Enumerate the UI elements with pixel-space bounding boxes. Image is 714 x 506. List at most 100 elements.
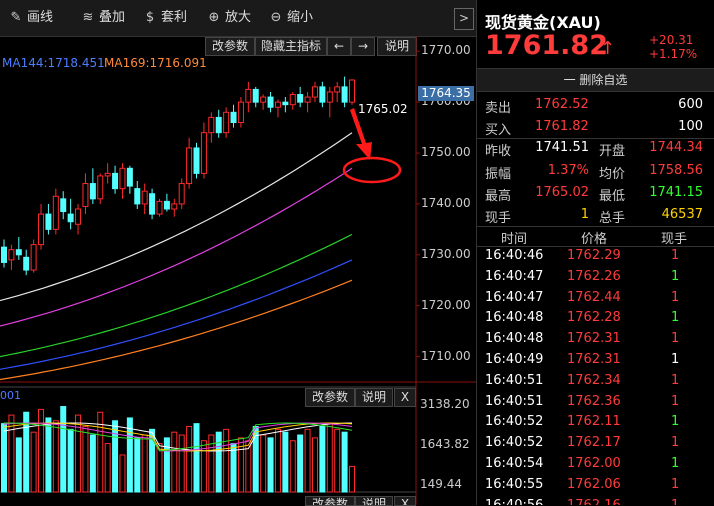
tick-price: 1762.17 — [567, 435, 621, 451]
sub-change-params-button[interactable]: 改参数 — [305, 388, 355, 407]
sub-indicator-line — [4, 422, 353, 452]
candle-body — [319, 86, 326, 103]
chart-toolbar: ✎ 画线 ≋ 叠加 $ 套利 ⊕ 放大 ⊖ 缩小 > — [0, 0, 476, 37]
change-params-button[interactable]: 改参数 — [205, 37, 255, 56]
candle-body — [38, 213, 45, 246]
candle-body — [15, 249, 22, 256]
volume-bar — [260, 434, 267, 493]
y-tick-label: 1710.00 — [421, 348, 471, 363]
zoom-in-button[interactable]: ⊕ 放大 — [206, 8, 251, 28]
arbitrage-button[interactable]: $ 套利 — [142, 8, 187, 28]
high-value: 1765.02 — [535, 185, 589, 200]
candle-body — [245, 88, 252, 103]
high-label: 最高 — [485, 189, 512, 204]
candle-body — [215, 116, 222, 134]
volume-bar — [274, 428, 281, 493]
scroll-left-button[interactable]: ← — [327, 37, 351, 56]
candle-body — [82, 183, 89, 207]
tick-time: 16:40:52 — [485, 414, 544, 430]
candle-body — [297, 94, 304, 103]
tick-row: 16:40:46 1762.29 1 — [477, 246, 714, 267]
volume-bar — [126, 417, 133, 493]
tick-time: 16:40:55 — [485, 476, 544, 492]
price-change-pct: +1.17% — [649, 47, 698, 61]
toolbar-more-button[interactable]: > — [454, 8, 474, 30]
volume-bar — [193, 423, 200, 493]
sub-y-tick-top: 3138.20 — [420, 397, 470, 411]
y-tick-label: 1740.00 — [421, 195, 471, 210]
tick-volume: 1 — [671, 372, 680, 388]
tick-time: 16:40:51 — [485, 393, 544, 409]
candle-body — [1, 246, 7, 263]
volume-bar — [97, 411, 104, 493]
candle-body — [8, 249, 15, 261]
divider — [477, 138, 714, 139]
ma-line — [0, 132, 353, 302]
candle-body — [186, 147, 193, 185]
hide-main-indicator-button[interactable]: 隐藏主指标 — [255, 37, 327, 56]
volume-bar — [171, 431, 178, 493]
cur-vol-label: 现手 — [485, 211, 512, 226]
tick-volume: 1 — [671, 331, 680, 347]
volume-bar — [89, 434, 96, 493]
candle-body — [134, 188, 141, 205]
candle-body — [112, 172, 119, 190]
candle-body — [126, 167, 133, 187]
overlay-button[interactable]: ≋ 叠加 — [80, 8, 125, 28]
volume-bar — [297, 434, 304, 493]
low-label: 最低 — [599, 189, 626, 204]
instrument-name: 现货黄金(XAU) — [485, 13, 601, 32]
tick-volume: 1 — [671, 414, 680, 430]
tick-price: 1762.31 — [567, 352, 621, 367]
price-change: +20.31 — [649, 33, 694, 47]
candle-body — [45, 213, 52, 230]
delete-favorite-button[interactable]: 一 删除自选 — [477, 69, 714, 92]
sub-close-button[interactable]: X — [394, 388, 416, 407]
zoom-out-button[interactable]: ⊖ 缩小 — [268, 8, 313, 28]
volume-bar — [186, 425, 193, 493]
sub-help-button[interactable]: 说明 — [355, 388, 393, 407]
pencil-icon: ✎ — [10, 10, 22, 25]
tick-time: 16:40:52 — [485, 435, 544, 451]
tick-volume: 1 — [671, 393, 680, 409]
quote-panel: 现货黄金(XAU) 1761.82 ↑ +20.31 +1.17% 一 删除自选… — [477, 0, 714, 505]
volume-bar — [104, 443, 111, 493]
candle-body — [341, 86, 348, 103]
tick-time: 16:40:48 — [485, 331, 544, 347]
volume-bar — [334, 428, 341, 493]
tick-volume: 1 — [671, 310, 680, 326]
up-arrow-icon: ↑ — [600, 38, 616, 59]
tick-row: 16:40:52 1762.17 1 — [477, 433, 714, 454]
high-annotation: 1765.02 — [358, 102, 408, 116]
tick-volume: 1 — [671, 476, 680, 492]
tick-row: 16:40:55 1762.06 1 — [477, 475, 714, 496]
tick-row: 16:40:48 1762.28 1 — [477, 308, 714, 329]
ma144-label: MA144:1718.451 — [2, 56, 105, 70]
ticks-list: 16:40:46 1762.29 1 16:40:47 1762.26 1 16:40:47… — [477, 246, 714, 505]
zoom-out-icon: ⊖ — [270, 10, 282, 25]
candle-body — [193, 147, 200, 174]
volume-bar — [349, 465, 355, 493]
candle-body — [349, 79, 355, 103]
y-tick-label: 1750.00 — [421, 145, 471, 160]
database-icon: ≋ — [82, 10, 94, 25]
amplitude-value: 1.37% — [547, 163, 589, 178]
moneybag-icon: $ — [145, 10, 155, 25]
ma-line — [0, 279, 353, 381]
volume-bar — [326, 423, 333, 493]
ticks-time-header: 时间 — [501, 232, 528, 247]
volume-bar — [45, 417, 52, 493]
tick-time: 16:40:48 — [485, 310, 544, 326]
highlight-ellipse — [342, 156, 402, 184]
volume-bar — [15, 437, 22, 493]
ticks-price-header: 价格 — [581, 232, 608, 247]
volume-bar — [208, 434, 215, 493]
zoom-in-icon: ⊕ — [208, 10, 220, 25]
volume-bar — [230, 443, 237, 493]
volume-bar — [23, 411, 30, 493]
tick-row: 16:40:51 1762.36 1 — [477, 392, 714, 413]
scroll-right-button[interactable]: → — [351, 37, 375, 56]
tick-row: 16:40:56 1762.16 1 — [477, 496, 714, 505]
candle-body — [274, 101, 281, 108]
draw-line-button[interactable]: ✎ 画线 — [8, 8, 53, 28]
